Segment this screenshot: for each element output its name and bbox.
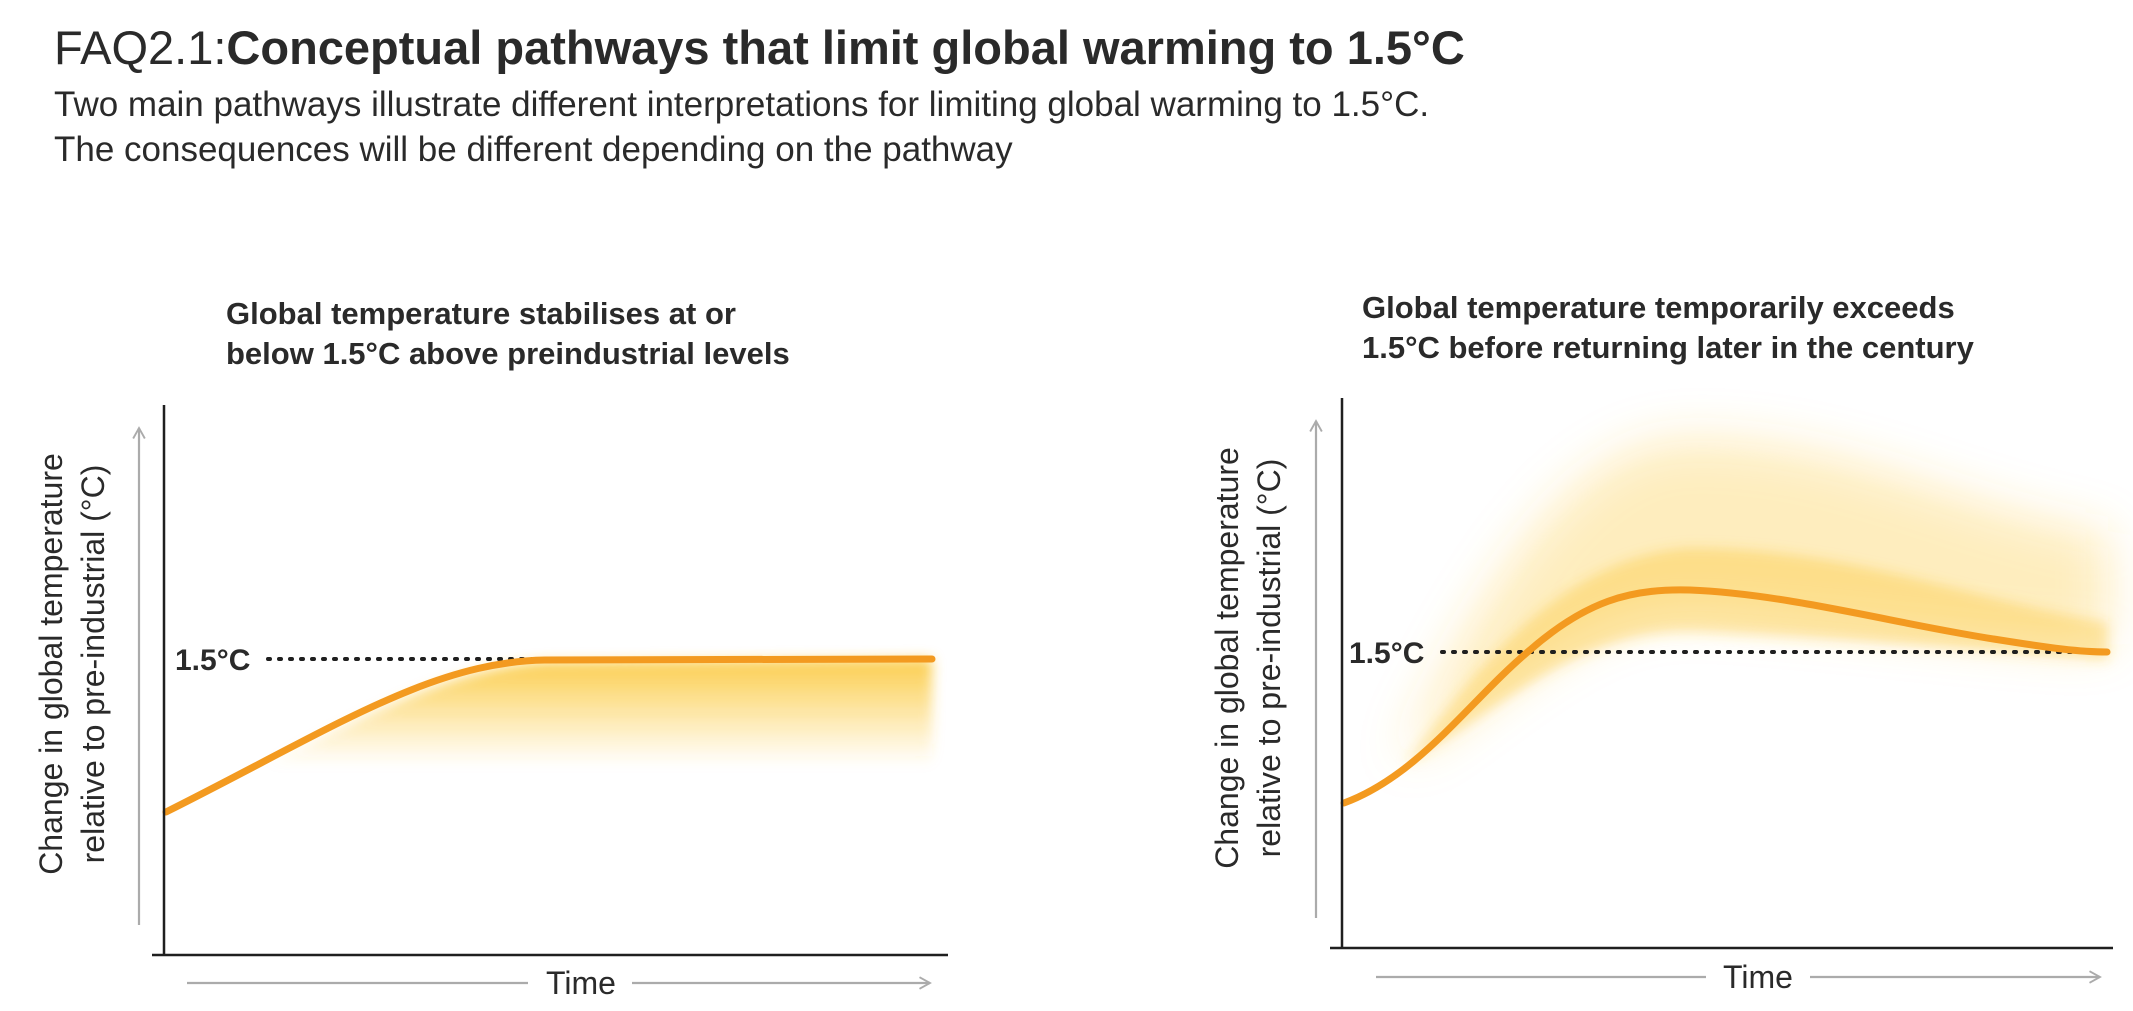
panel-2-y-label-line-2: relative to pre-industrial (°C) — [1251, 459, 1287, 858]
page-subtitle: Two main pathways illustrate different i… — [54, 82, 1429, 172]
panel-2-title: Global temperature temporarily exceeds 1… — [1362, 288, 1974, 368]
panel-2-band-inner — [1405, 548, 2108, 765]
panel-1-x-label: Time — [546, 965, 616, 1001]
panel-2-title-line-1: Global temperature temporarily exceeds — [1362, 290, 1955, 325]
panel-1-band — [180, 659, 932, 800]
subtitle-line-1: Two main pathways illustrate different i… — [54, 85, 1430, 124]
panel-2-chart: 1.5°C Time Change in global temperature … — [1209, 398, 2113, 995]
panel-2-threshold-label: 1.5°C — [1349, 637, 1424, 670]
panel-2-x-label: Time — [1723, 959, 1793, 995]
panel-2-title-line-2: 1.5°C before returning later in the cent… — [1362, 330, 1974, 365]
panel-1-threshold-label: 1.5°C — [175, 644, 250, 677]
subtitle-line-2: The consequences will be different depen… — [54, 130, 1013, 169]
panel-1-chart: 1.5°C Time Change in global temperature … — [33, 405, 948, 1001]
page-title: FAQ2.1:Conceptual pathways that limit gl… — [54, 18, 1465, 78]
faq-title: Conceptual pathways that limit global wa… — [226, 21, 1465, 74]
panel-1-temperature-curve — [162, 655, 936, 816]
panel-1-title: Global temperature stabilises at or belo… — [226, 294, 790, 374]
panel-1-y-label-line-2: relative to pre-industrial (°C) — [75, 465, 111, 864]
panel-1-title-line-1: Global temperature stabilises at or — [226, 296, 736, 331]
panel-2-temperature-curve — [1340, 586, 2111, 807]
panel-1-title-line-2: below 1.5°C above preindustrial levels — [226, 336, 790, 371]
panel-1-y-label-line-1: Change in global temperature — [33, 453, 69, 875]
faq-prefix: FAQ2.1: — [54, 21, 227, 74]
panel-2-y-label-line-1: Change in global temperature — [1209, 447, 1245, 869]
